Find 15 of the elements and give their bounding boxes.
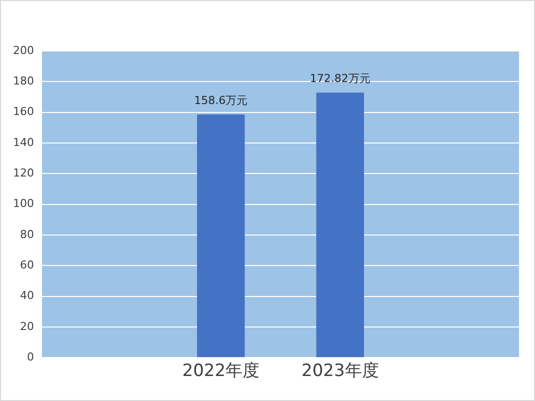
y-tick-label: 0 (26, 350, 34, 364)
data-label: 172.82万元 (310, 72, 370, 86)
y-tick-label: 120 (12, 166, 34, 180)
data-label: 158.6万元 (194, 94, 248, 107)
y-tick-label: 100 (12, 197, 34, 210)
y-tick-label: 60 (20, 258, 34, 272)
y-tick-label: 180 (12, 74, 34, 88)
y-tick-label: 160 (12, 105, 34, 118)
y-tick-label: 20 (20, 320, 34, 333)
y-tick-label: 40 (20, 289, 34, 302)
y-tick-label: 200 (12, 44, 34, 57)
y-tick-label: 80 (20, 228, 34, 241)
x-tick-label: 2023年度 (301, 361, 379, 382)
y-tick-label: 140 (12, 136, 34, 149)
x-tick-label: 2022年度 (182, 361, 260, 382)
